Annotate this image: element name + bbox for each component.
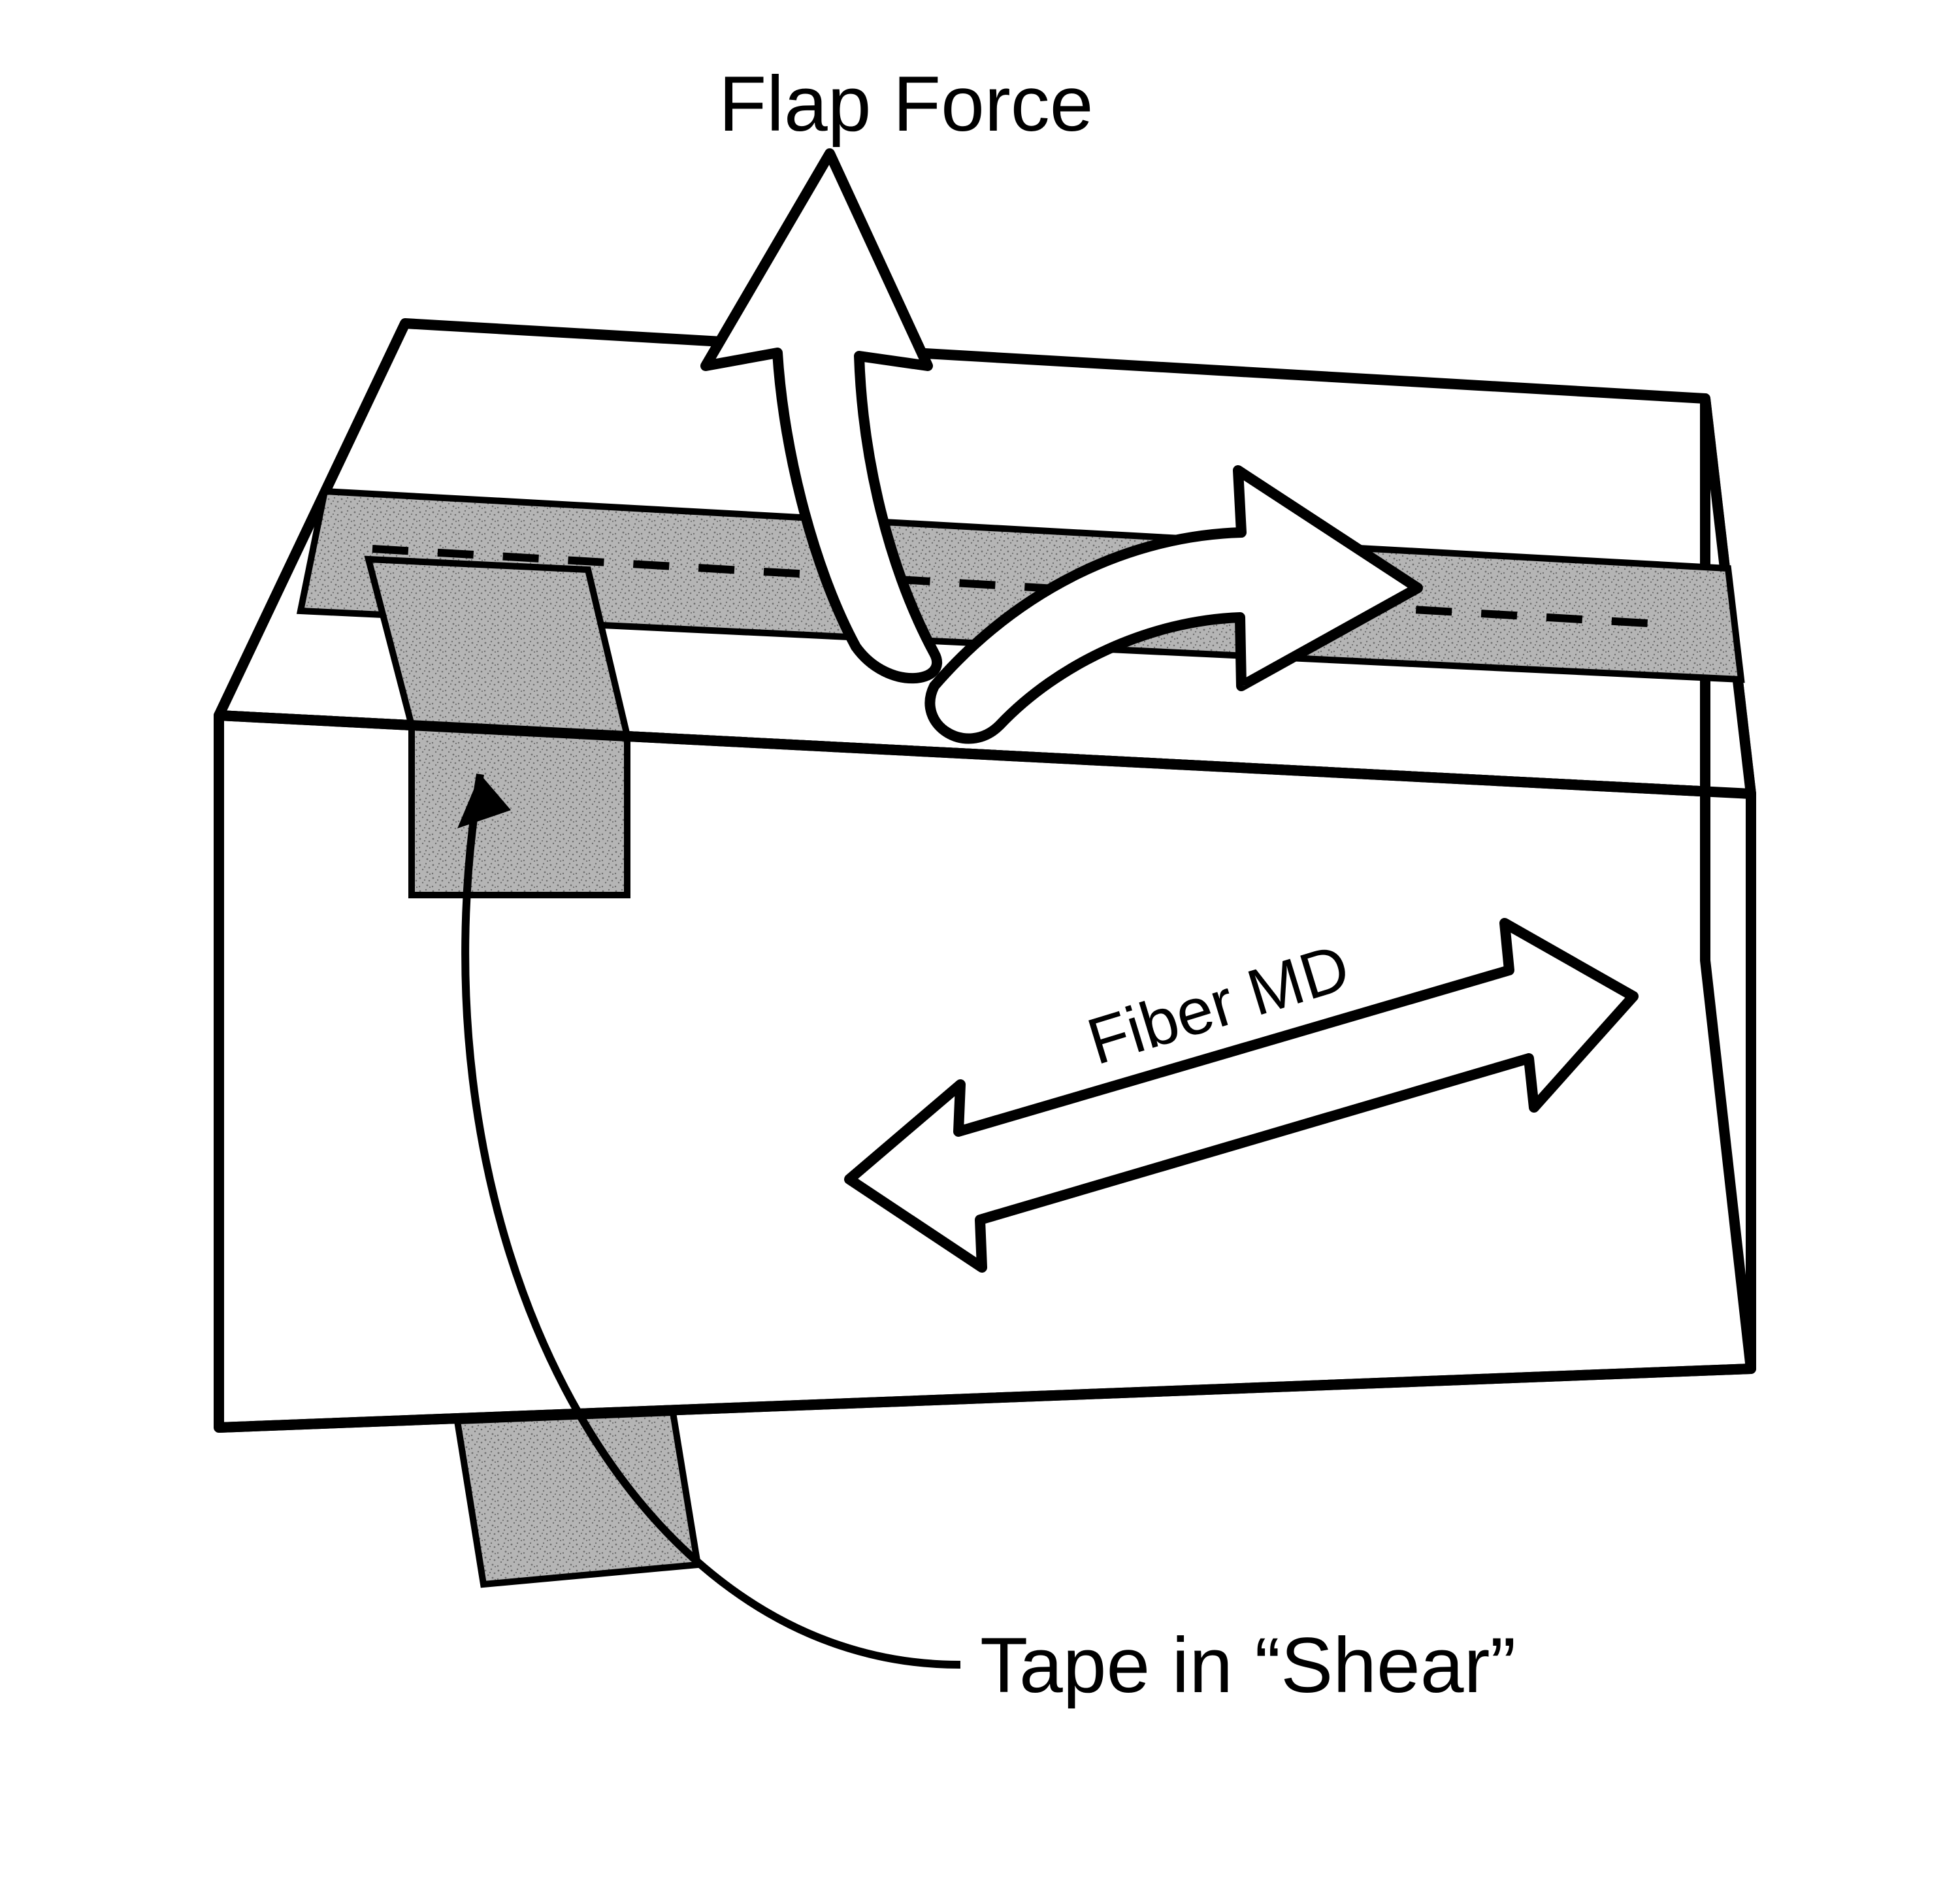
box-left-receding-hint	[219, 1428, 403, 1646]
label-flap-force: Flap Force	[719, 60, 1094, 148]
box-bot-left-receding	[219, 1428, 294, 1522]
box-shear-diagram: Flap Force Fiber MD Tape in “Shear”	[0, 0, 1960, 1894]
tape-bottom-tab	[457, 1412, 698, 1584]
tape-front-wrap-shoulder	[368, 559, 627, 736]
label-tape-shear: Tape in “Shear”	[980, 1622, 1516, 1709]
tape-front-wrap-top	[412, 725, 627, 895]
